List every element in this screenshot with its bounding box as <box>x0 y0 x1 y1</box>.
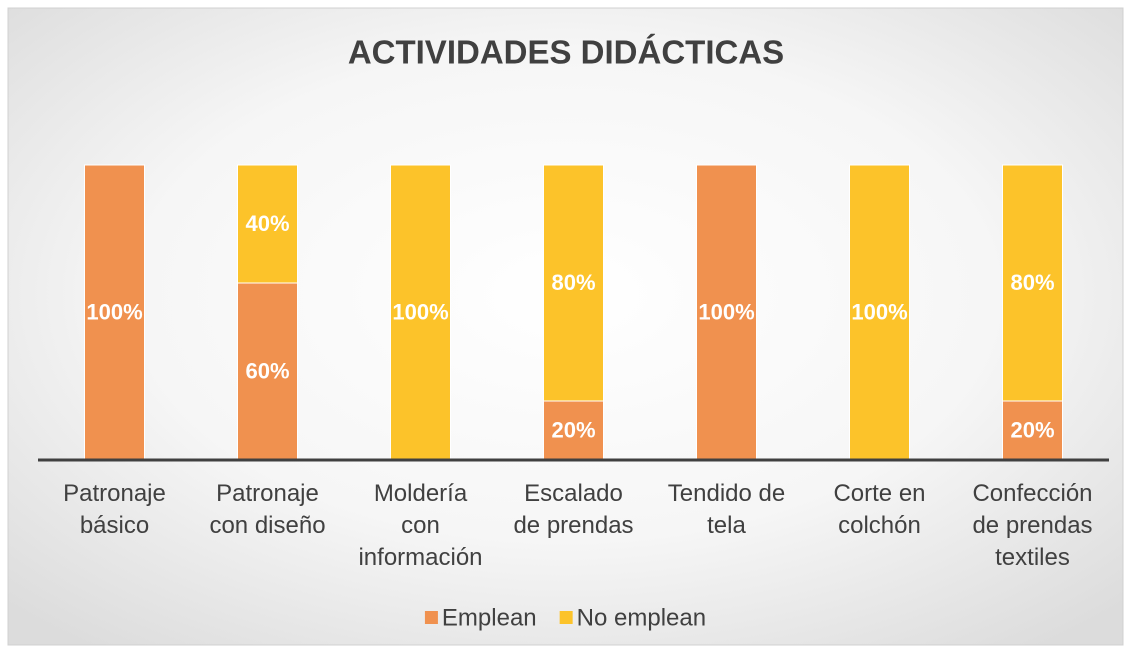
bar-segment <box>237 282 298 461</box>
data-label: 100% <box>698 299 754 324</box>
x-tick-label: Moldería con información <box>358 480 482 571</box>
data-label: 40% <box>245 211 289 236</box>
data-label: 100% <box>86 299 142 324</box>
data-label: 60% <box>245 358 289 383</box>
x-tick-label: Corte en colchón <box>833 480 925 539</box>
chart-title: ACTIVIDADES DIDÁCTICAS <box>348 34 784 71</box>
legend-label: Emplean <box>442 604 537 631</box>
x-tick-label: Patronaje básico <box>63 480 166 539</box>
legend-swatch <box>424 611 438 624</box>
bar-segment <box>1002 400 1063 461</box>
x-tick-label: Tendido de tela <box>668 480 785 539</box>
data-label: 20% <box>1010 417 1054 442</box>
bar-segment <box>696 164 757 461</box>
bar-segment <box>237 164 298 284</box>
data-label: 100% <box>851 299 907 324</box>
legend-label: No emplean <box>577 604 706 631</box>
bar-segment <box>849 164 910 461</box>
x-tick-label: Confección de prendas textiles <box>972 480 1092 571</box>
bar-segment <box>1002 164 1063 402</box>
x-tick-label: Patronaje con diseño <box>209 480 325 539</box>
data-label: 100% <box>392 299 448 324</box>
bar-segment <box>543 164 604 402</box>
data-label: 80% <box>551 270 595 295</box>
data-label: 20% <box>551 417 595 442</box>
x-tick-label: Escalado de prendas <box>513 480 633 539</box>
data-label: 80% <box>1010 270 1054 295</box>
bar-segment <box>84 164 145 461</box>
legend-swatch <box>559 611 573 624</box>
